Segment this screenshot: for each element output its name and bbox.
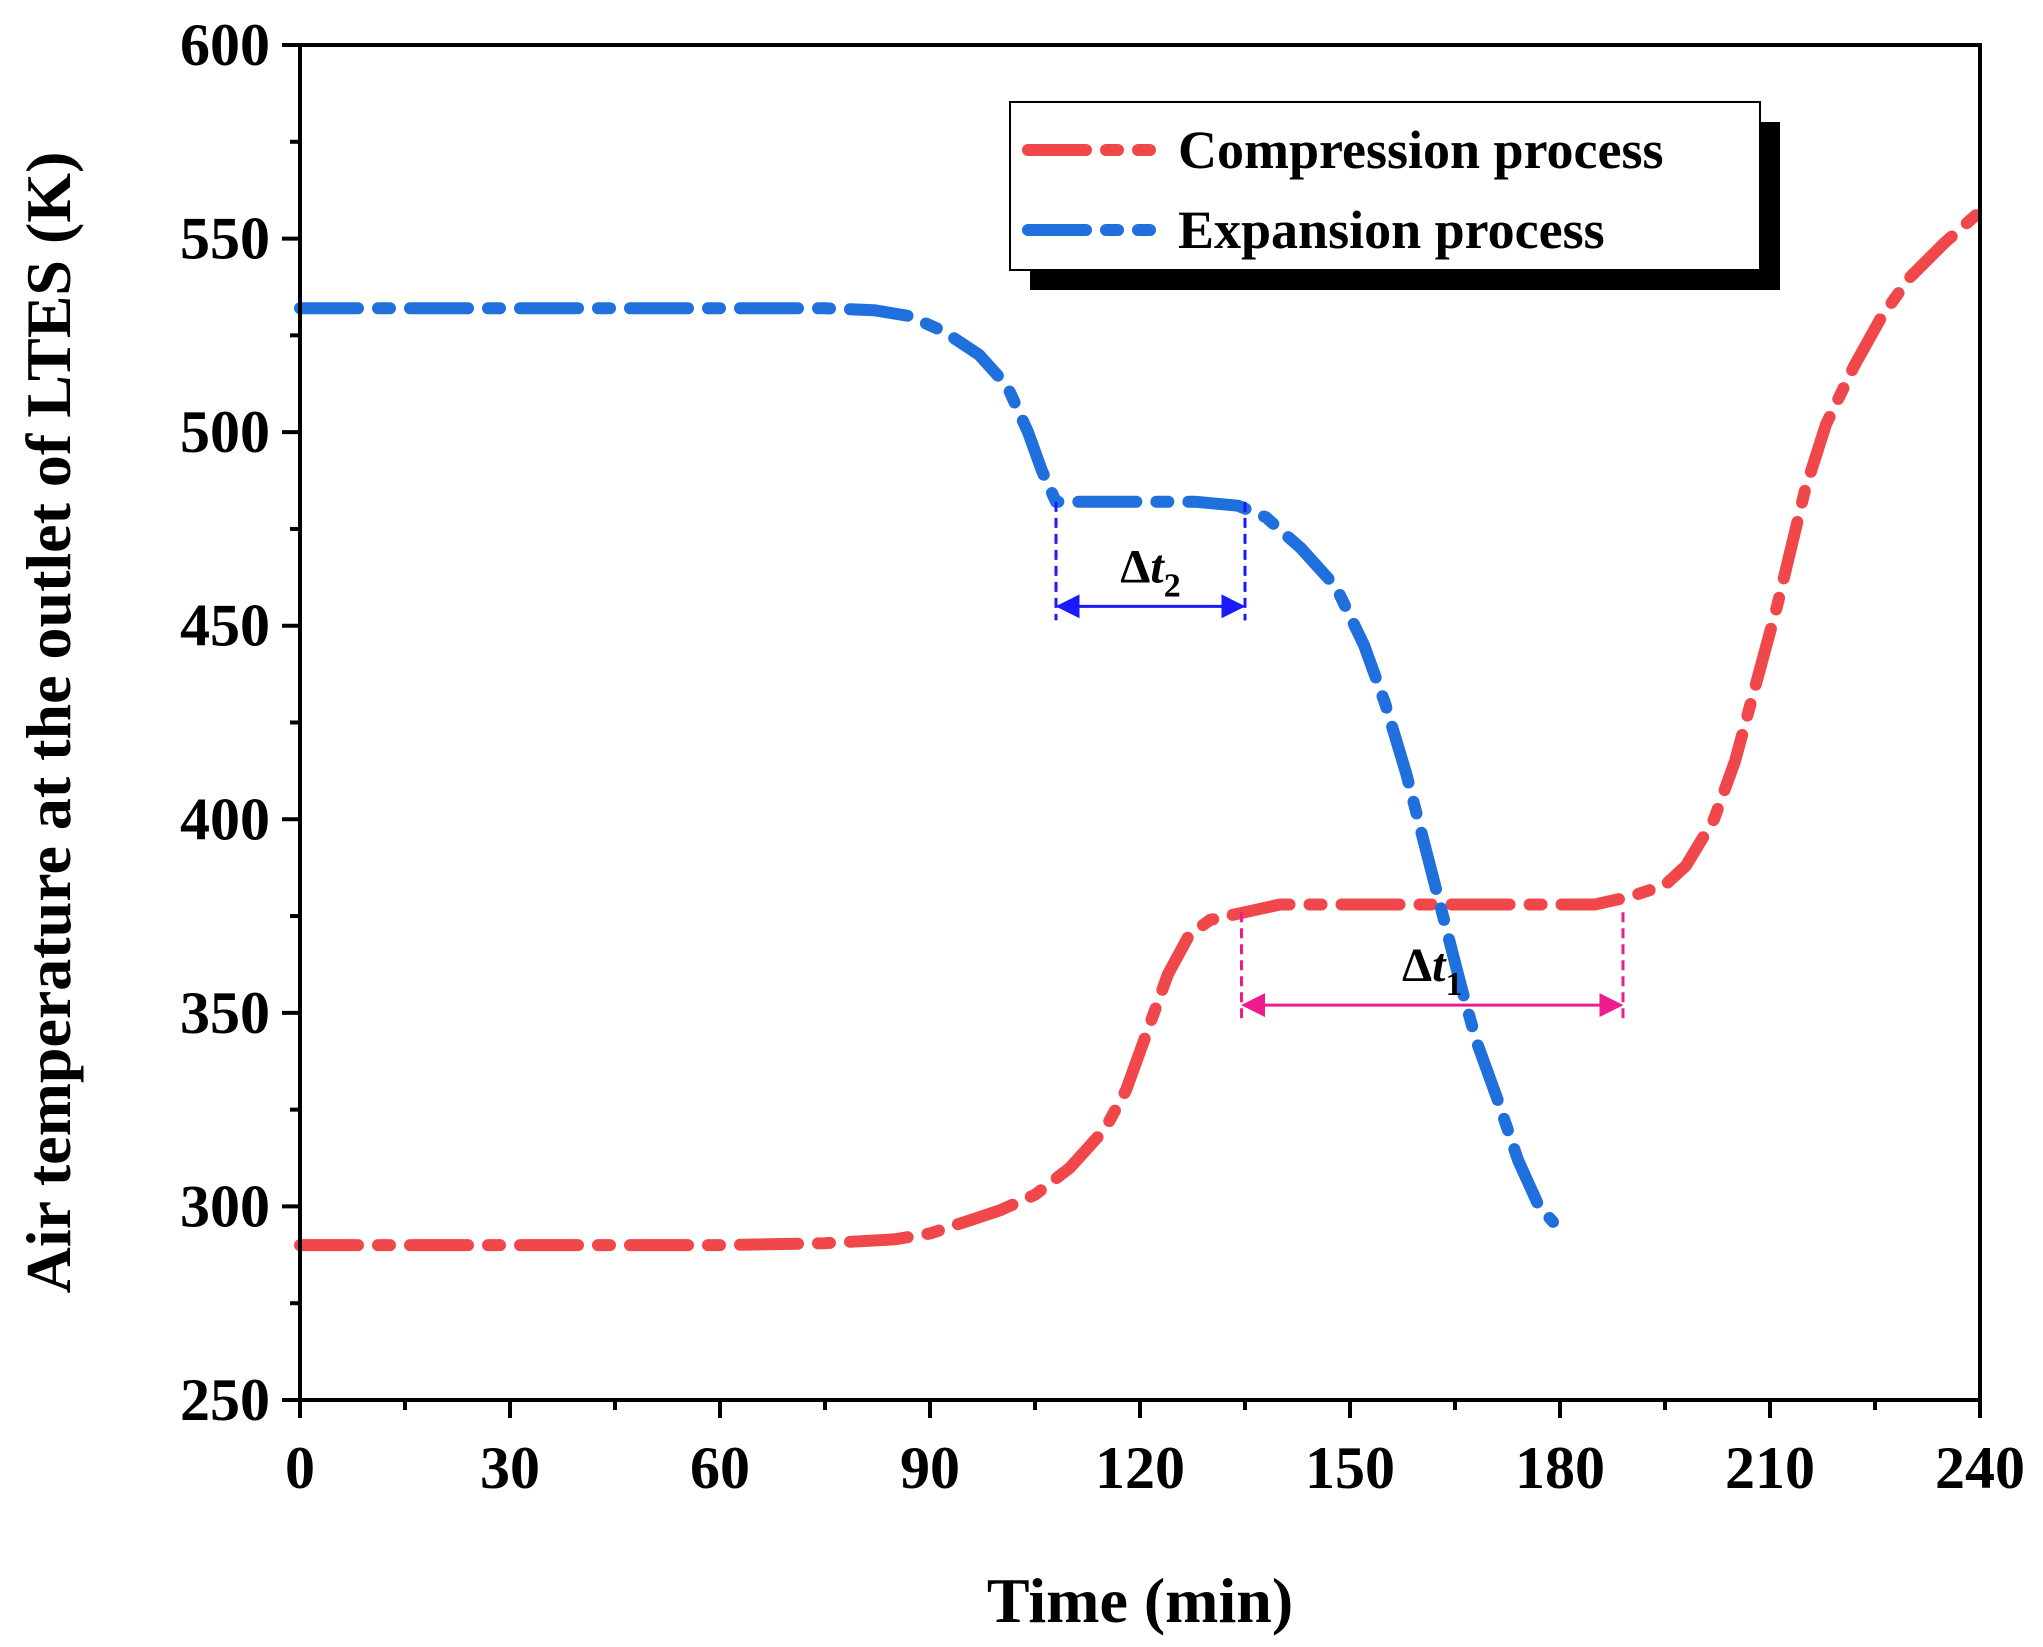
x-tick-label: 120 [1095, 1435, 1185, 1501]
legend-label-compression: Compression process [1178, 120, 1664, 180]
y-tick-label: 600 [180, 12, 270, 78]
x-tick-label: 180 [1515, 1435, 1605, 1501]
x-tick-label: 0 [285, 1435, 315, 1501]
y-tick-label: 550 [180, 206, 270, 272]
x-tick-label: 90 [900, 1435, 960, 1501]
legend-box [1009, 101, 1761, 271]
x-tick-label: 30 [480, 1435, 540, 1501]
legend: Compression process Expansion process [1009, 101, 1780, 290]
y-tick-label: 300 [180, 1173, 270, 1239]
y-axis-title: Air temperature at the outlet of LTES (K… [13, 152, 84, 1294]
x-tick-label: 240 [1935, 1435, 2025, 1501]
y-tick-label: 350 [180, 980, 270, 1046]
delta-t-annotation: Δt1 [1240, 912, 1625, 1020]
annotation-layer: Δt2 Δt1 [1054, 501, 1625, 1020]
x-tick-label: 210 [1725, 1435, 1815, 1501]
y-tick-label: 450 [180, 593, 270, 659]
x-tick-label: 150 [1305, 1435, 1395, 1501]
series-line-compression [294, 205, 1986, 1252]
legend-label-expansion: Expansion process [1178, 200, 1605, 260]
delta-t-annotation: Δt2 [1054, 501, 1247, 621]
ticks-layer: 0 30 60 90 120 150 180 210 240 250 300 350 400 450 500… [180, 12, 2025, 1501]
y-tick-label: 250 [180, 1367, 270, 1433]
x-axis-title: Time (min) [987, 1565, 1293, 1636]
annotation-label: Δt2 [1120, 540, 1180, 604]
y-tick-label: 400 [180, 786, 270, 852]
y-tick-label: 500 [180, 399, 270, 465]
series-layer [294, 205, 1986, 1252]
annotation-label: Δt1 [1402, 939, 1462, 1003]
x-tick-label: 60 [690, 1435, 750, 1501]
series-line-expansion [294, 302, 1559, 1228]
